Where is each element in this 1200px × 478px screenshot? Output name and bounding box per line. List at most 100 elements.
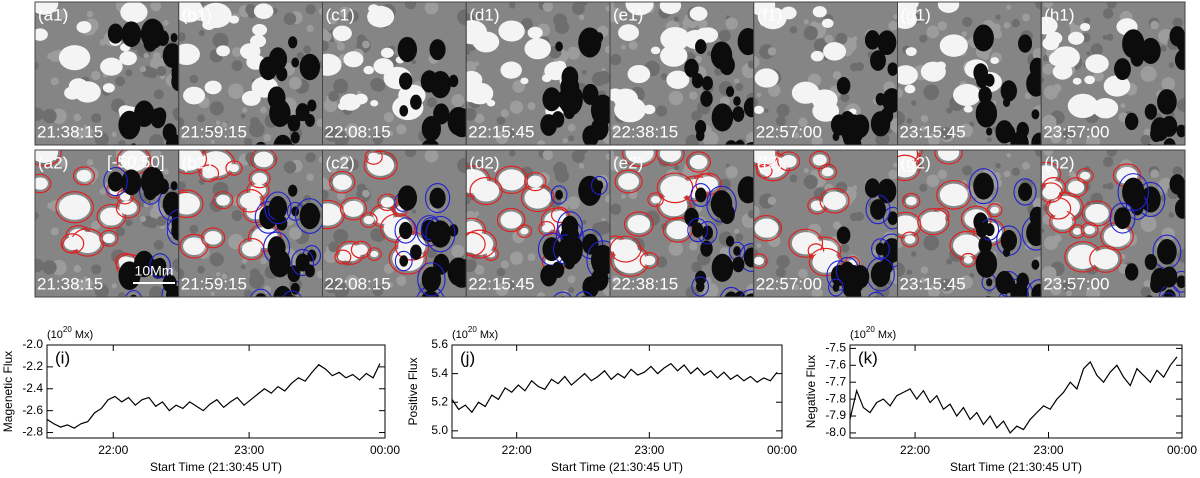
panel-label: (j) (460, 348, 475, 367)
speckle (906, 118, 913, 124)
positive-patch (897, 9, 917, 30)
positive-patch (253, 3, 274, 19)
panel-time: 22:08:15 (325, 122, 391, 141)
panel-label: (d1) (469, 5, 499, 24)
scale-label: 10Mm (135, 263, 174, 279)
negative-contour (394, 217, 417, 244)
speckle (1043, 85, 1059, 100)
speckle (697, 18, 708, 29)
negative-patch (453, 116, 467, 134)
speckle (115, 226, 126, 237)
positive-patch (1048, 51, 1068, 67)
speckle (210, 139, 215, 144)
speckle (162, 168, 169, 175)
positive-patch (76, 169, 92, 182)
negative-contour (264, 191, 292, 225)
negative-patch (441, 309, 456, 329)
speckle (50, 227, 59, 236)
negative-patch (555, 189, 563, 200)
positive-patch (953, 234, 981, 257)
positive-patch (337, 253, 348, 261)
negative-patch (695, 130, 705, 142)
speckle (347, 10, 359, 22)
speckle (793, 284, 800, 291)
positive-patch (1080, 171, 1091, 180)
positive-patch (178, 150, 204, 171)
panel-image (466, 150, 610, 321)
positive-patch (1042, 36, 1060, 51)
negative-patch (171, 71, 179, 92)
speckle (1177, 98, 1185, 112)
speckle (1043, 150, 1054, 157)
negative-contour (166, 209, 179, 238)
speckle (240, 113, 246, 119)
positive-patch (120, 150, 148, 172)
speckle (221, 121, 228, 128)
x-axis-label: Start Time (21:30:45 UT) (551, 460, 683, 474)
positive-patch (821, 18, 834, 28)
negative-patch (995, 270, 1014, 295)
speckle (691, 110, 702, 122)
positive-patch (643, 255, 656, 266)
speckle (474, 113, 485, 124)
panel-image (466, 2, 610, 145)
speckle (892, 117, 898, 126)
speckle (111, 283, 117, 289)
negative-patch (550, 298, 568, 321)
negative-patch (719, 55, 735, 76)
negative-patch (695, 119, 707, 135)
speckle (263, 285, 272, 294)
speckle (336, 42, 346, 51)
positive-patch (183, 86, 206, 105)
speckle (117, 292, 126, 297)
positive-contour (614, 169, 643, 194)
negative-patch (975, 99, 998, 128)
positive-patch (698, 27, 719, 43)
speckle (753, 205, 760, 218)
positive-patch (120, 192, 131, 201)
speckle (509, 251, 524, 265)
speckle (466, 107, 477, 121)
negative-patch (875, 242, 886, 256)
negative-contour (882, 206, 898, 230)
unit-part: 20 (63, 325, 72, 334)
negative-contour (394, 250, 413, 272)
positive-contour (623, 211, 654, 237)
positive-patch (1068, 180, 1085, 194)
panel-image (753, 150, 898, 297)
unit-part: 20 (468, 325, 477, 334)
speckle (775, 115, 786, 127)
positive-contour (1041, 182, 1063, 203)
negative-patch (170, 181, 178, 191)
speckle (581, 69, 587, 75)
speckle (910, 282, 916, 288)
positive-patch (473, 31, 500, 53)
speckle (139, 66, 147, 73)
speckle (204, 276, 214, 286)
negative-patch (1002, 97, 1011, 107)
positive-contour (363, 150, 398, 180)
speckle (854, 61, 865, 72)
speckle (296, 52, 305, 60)
speckle (611, 275, 620, 285)
positive-patch (1041, 16, 1058, 35)
speckle (986, 137, 992, 143)
positive-patch (204, 230, 222, 245)
positive-contour (198, 164, 220, 183)
negative-patch (561, 66, 579, 89)
speckle (668, 90, 684, 106)
negative-patch (171, 221, 179, 241)
positive-patch (241, 90, 261, 106)
speckle (324, 278, 339, 294)
speckle (231, 210, 243, 222)
speckle (115, 76, 126, 87)
speckle (372, 79, 386, 92)
speckle (57, 157, 69, 168)
positive-patch (363, 65, 375, 75)
speckle (329, 17, 337, 25)
unit-label: (1020 Mx) (850, 325, 896, 341)
speckle (339, 155, 351, 166)
speckle (288, 76, 302, 90)
speckle (567, 275, 576, 284)
positive-contour (550, 206, 570, 224)
